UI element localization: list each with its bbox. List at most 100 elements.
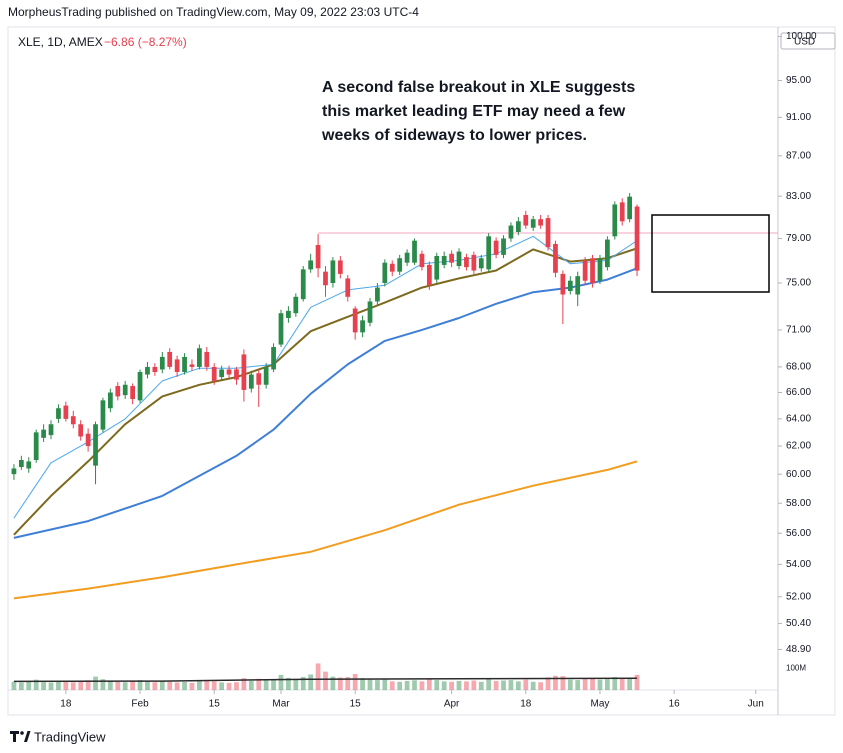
candle-body [18, 460, 24, 468]
volume-bar [412, 680, 417, 690]
candle-body [286, 310, 291, 318]
volume-bar [189, 682, 195, 690]
candle-body [78, 424, 84, 437]
y-tick-label: 64.00 [786, 414, 811, 425]
volume-average [13, 677, 638, 683]
y-tick-label: 100.00 [786, 31, 817, 42]
candle-body [315, 245, 321, 269]
volume-bar [367, 679, 373, 690]
volume-bar [545, 677, 551, 690]
candle-body [48, 424, 54, 436]
projection-box [651, 214, 770, 293]
y-tick-label: 75.00 [786, 278, 811, 289]
candle-body [33, 432, 39, 461]
volume-bar [174, 682, 180, 690]
y-tick-label: 91.00 [786, 112, 811, 123]
candle-body [619, 202, 625, 222]
volume-bar [575, 680, 581, 690]
candle-body [404, 252, 410, 263]
volume-bar [241, 678, 247, 690]
candle-body [612, 204, 618, 237]
volume-bar [308, 674, 314, 690]
candle-body [397, 258, 403, 272]
volume-bar [315, 663, 321, 690]
candle-body [145, 366, 150, 375]
volume-bar [204, 680, 210, 690]
volume-bar [449, 681, 454, 690]
moving-average [13, 460, 638, 600]
volume-bar [419, 681, 425, 690]
candle-body [330, 260, 336, 283]
volume-bar [441, 681, 447, 690]
candle-body [219, 369, 225, 378]
volume-bar [582, 678, 588, 690]
volume-tick-label: 100M [786, 664, 806, 673]
volume-bar [248, 680, 254, 690]
candle-body [197, 348, 202, 367]
volume-bar [130, 681, 135, 690]
volume-bar [26, 681, 32, 690]
volume-bar [56, 680, 61, 690]
volume-bar [300, 677, 306, 690]
candle-body [41, 429, 46, 438]
volume-bar [323, 671, 328, 690]
candle-body [530, 219, 536, 228]
volume-bar [226, 682, 232, 690]
price-change: −6.86 (−8.27%) [104, 35, 187, 49]
volume-bar [211, 681, 217, 690]
candle-body [182, 356, 187, 372]
candle-body [352, 308, 358, 333]
candle-body [26, 461, 32, 469]
volume-bar [590, 678, 595, 690]
brand-name: TradingView [34, 729, 106, 744]
y-tick-label: 48.90 [786, 644, 811, 655]
candle-body [382, 262, 388, 283]
plot-area [11, 193, 640, 690]
volume-bar [397, 681, 403, 690]
candle-body [575, 276, 581, 295]
volume-bar [256, 678, 262, 690]
volume-bar [382, 678, 388, 690]
y-tick-label: 58.00 [786, 498, 811, 509]
candle-body [360, 320, 365, 333]
volume-bar [486, 678, 492, 690]
candle-body [389, 263, 395, 272]
volume-bar [219, 682, 225, 690]
candle-body [189, 364, 195, 367]
candle-body [11, 468, 17, 475]
y-tick-label: 71.00 [786, 325, 811, 336]
candle-body [493, 240, 499, 255]
volume-bar [619, 677, 625, 690]
y-tick-label: 83.00 [786, 191, 811, 202]
candle-body [63, 405, 69, 419]
candle-body [130, 386, 135, 400]
volume-bar [330, 676, 336, 690]
volume-bar [508, 680, 514, 690]
candle-body [426, 264, 432, 286]
volume-bar [553, 675, 558, 690]
candle-body [248, 374, 254, 389]
candle-body [56, 408, 61, 419]
volume-bar [515, 681, 521, 690]
y-tick-label: 66.00 [786, 387, 811, 398]
volume-bar [560, 676, 566, 690]
x-tick-label: 15 [350, 699, 362, 710]
publisher-line: MorpheusTrading published on TradingView… [8, 5, 419, 19]
candle-body [85, 433, 91, 447]
volume-bar [360, 678, 365, 690]
candle-body [278, 313, 284, 345]
candle-body [234, 369, 239, 380]
candle-body [204, 351, 210, 367]
volume-bar [345, 677, 351, 690]
candle-body [137, 371, 143, 401]
candle-body [456, 251, 462, 267]
volume-bar [78, 681, 84, 690]
candle-body [211, 366, 217, 381]
volume-bar [85, 680, 91, 690]
candle-body [93, 424, 98, 466]
symbol-info: XLE, 1D, AMEX [18, 35, 103, 49]
x-tick-label: 16 [669, 699, 681, 710]
y-tick-label: 54.00 [786, 559, 811, 570]
candle-body [271, 347, 276, 370]
annotation-line: this market leading ETF may need a few [322, 103, 626, 120]
